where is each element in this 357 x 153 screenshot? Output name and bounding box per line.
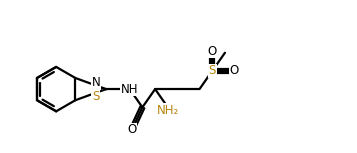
Text: S: S [208, 64, 216, 77]
Text: N: N [92, 76, 101, 89]
Text: O: O [208, 45, 217, 58]
Text: NH₂: NH₂ [157, 104, 180, 117]
Text: S: S [92, 90, 100, 103]
Text: O: O [127, 123, 137, 136]
Text: NH: NH [121, 83, 139, 96]
Text: O: O [230, 64, 239, 77]
